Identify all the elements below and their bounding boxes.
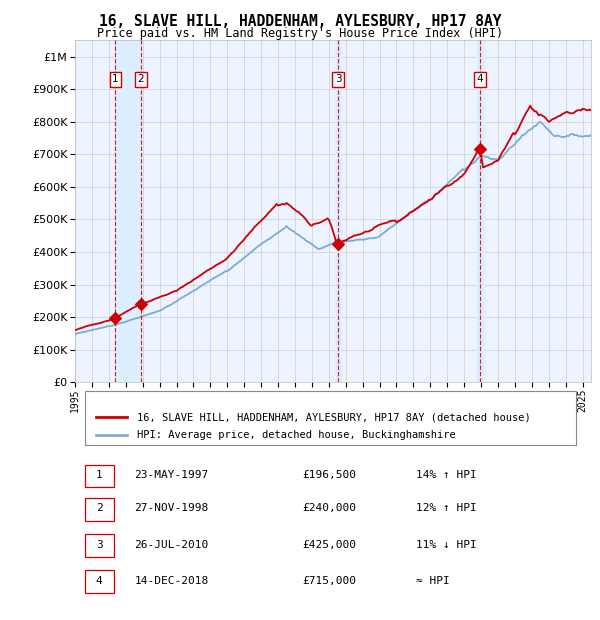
Text: 14-DEC-2018: 14-DEC-2018 [134,575,209,585]
Text: 11% ↓ HPI: 11% ↓ HPI [416,539,476,549]
Bar [115,40,141,383]
Bar [335,40,341,383]
Text: £715,000: £715,000 [302,575,356,585]
Bar [85,498,114,521]
Bar [85,570,114,593]
Text: 4: 4 [477,74,484,84]
Text: £196,500: £196,500 [302,470,356,480]
Text: 16, SLAVE HILL, HADDENHAM, AYLESBURY, HP17 8AY (detached house): 16, SLAVE HILL, HADDENHAM, AYLESBURY, HP… [137,412,530,422]
Text: 1: 1 [96,470,103,480]
Point [110,313,120,323]
Text: 27-NOV-1998: 27-NOV-1998 [134,503,209,513]
Text: 1: 1 [112,74,119,84]
Point [334,239,343,249]
Text: 3: 3 [96,539,103,549]
Text: Price paid vs. HM Land Registry's House Price Index (HPI): Price paid vs. HM Land Registry's House … [97,27,503,40]
Text: 23-MAY-1997: 23-MAY-1997 [134,470,209,480]
Text: ≈ HPI: ≈ HPI [416,575,449,585]
Text: 26-JUL-2010: 26-JUL-2010 [134,539,209,549]
Bar [477,40,484,383]
Text: 2: 2 [137,74,144,84]
Point [475,144,485,154]
Bar [85,534,114,557]
Text: 4: 4 [96,575,103,585]
Text: 16, SLAVE HILL, HADDENHAM, AYLESBURY, HP17 8AY: 16, SLAVE HILL, HADDENHAM, AYLESBURY, HP… [99,14,501,29]
Text: 2: 2 [96,503,103,513]
Text: £240,000: £240,000 [302,503,356,513]
Text: 12% ↑ HPI: 12% ↑ HPI [416,503,476,513]
Bar [85,464,114,487]
Text: 14% ↑ HPI: 14% ↑ HPI [416,470,476,480]
Text: HPI: Average price, detached house, Buckinghamshire: HPI: Average price, detached house, Buck… [137,430,455,440]
Text: £425,000: £425,000 [302,539,356,549]
Text: 3: 3 [335,74,342,84]
Point [136,299,146,309]
